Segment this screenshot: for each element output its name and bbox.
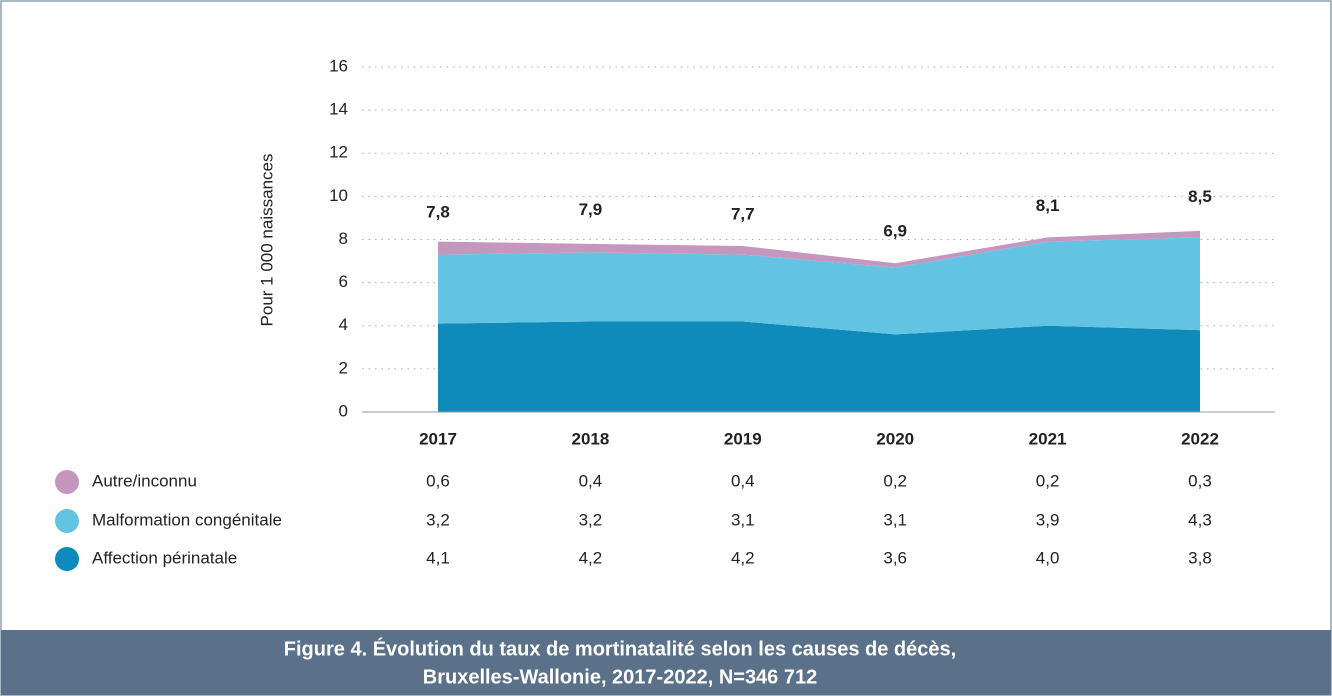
table-value: 3,6 bbox=[883, 548, 907, 567]
table-value: 3,9 bbox=[1036, 510, 1060, 529]
table-value: 3,1 bbox=[731, 510, 755, 529]
area bbox=[438, 237, 1200, 335]
table-value: 3,2 bbox=[426, 510, 450, 529]
total-label: 7,9 bbox=[579, 200, 603, 219]
caption: Figure 4. Évolution du taux de mortinata… bbox=[284, 637, 956, 660]
table-value: 3,2 bbox=[579, 510, 603, 529]
y-tick-label: 10 bbox=[329, 186, 348, 205]
area bbox=[438, 321, 1200, 412]
y-tick-label: 12 bbox=[329, 143, 348, 162]
table-value: 0,3 bbox=[1188, 471, 1212, 490]
table-value: 4,0 bbox=[1036, 548, 1060, 567]
table-value: 0,2 bbox=[883, 471, 907, 490]
legend-label: Autre/inconnu bbox=[92, 471, 197, 490]
x-tick-label: 2020 bbox=[876, 429, 914, 448]
x-tick-label: 2018 bbox=[571, 429, 609, 448]
total-label: 7,8 bbox=[426, 202, 450, 221]
total-label: 7,7 bbox=[731, 204, 755, 223]
table-value: 4,2 bbox=[731, 548, 755, 567]
table-value: 0,2 bbox=[1036, 471, 1060, 490]
table-value: 3,1 bbox=[883, 510, 907, 529]
y-tick-label: 8 bbox=[339, 229, 348, 248]
x-tick-label: 2017 bbox=[419, 429, 457, 448]
table-value: 4,3 bbox=[1188, 510, 1212, 529]
legend-swatch bbox=[55, 547, 79, 571]
table-value: 0,6 bbox=[426, 471, 450, 490]
caption: Bruxelles-Wallonie, 2017-2022, N=346 712 bbox=[423, 666, 817, 688]
legend-swatch bbox=[55, 509, 79, 533]
total-label: 6,9 bbox=[883, 222, 907, 241]
total-label: 8,1 bbox=[1036, 196, 1060, 215]
table-value: 4,1 bbox=[426, 548, 450, 567]
table-value: 3,8 bbox=[1188, 548, 1212, 567]
y-tick-label: 14 bbox=[329, 100, 348, 119]
area bbox=[438, 230, 1200, 268]
table-value: 0,4 bbox=[731, 471, 755, 490]
x-tick-label: 2019 bbox=[724, 429, 762, 448]
y-tick-label: 4 bbox=[339, 315, 348, 334]
table-value: 0,4 bbox=[579, 471, 603, 490]
x-tick-label: 2022 bbox=[1181, 429, 1219, 448]
y-tick-label: 0 bbox=[339, 401, 348, 420]
x-tick-label: 2021 bbox=[1029, 429, 1067, 448]
table-value: 4,2 bbox=[579, 548, 603, 567]
legend-label: Affection périnatale bbox=[92, 548, 237, 567]
legend-label: Malformation congénitale bbox=[92, 510, 282, 529]
y-tick-label: 6 bbox=[339, 272, 348, 291]
total-label: 8,5 bbox=[1188, 187, 1212, 206]
y-tick-label: 2 bbox=[339, 358, 348, 377]
y-tick-label: 16 bbox=[329, 56, 348, 75]
y-axis-label: Pour 1 000 naissances bbox=[257, 154, 276, 327]
caption-band bbox=[1, 630, 1331, 695]
legend-swatch bbox=[55, 470, 79, 494]
